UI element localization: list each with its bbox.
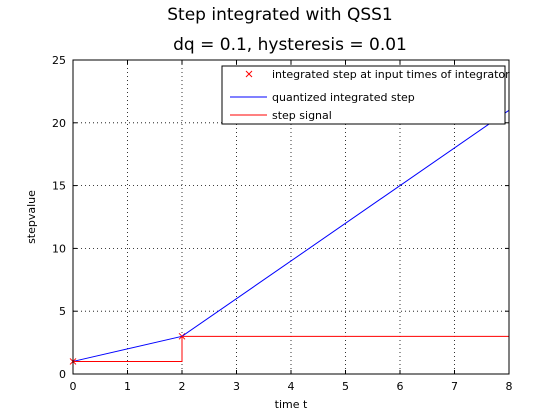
- x-tick-label: 8: [506, 380, 513, 393]
- legend-label-0: integrated step at input times of integr…: [272, 68, 510, 81]
- ticks: 0 1 2 3 4 5 6 7 8 0 5 10 15 20 25: [52, 54, 513, 393]
- x-axis-label: time t: [275, 398, 308, 411]
- x-tick-label: 4: [288, 380, 295, 393]
- y-tick-label: 0: [59, 368, 66, 381]
- legend: integrated step at input times of integr…: [221, 65, 510, 125]
- y-tick-label: 25: [52, 54, 66, 67]
- x-tick-label: 6: [397, 380, 404, 393]
- legend-marker-0: [245, 70, 253, 78]
- legend-label-1: quantized integrated step: [272, 91, 415, 104]
- legend-label-2: step signal: [272, 109, 332, 122]
- legend-box: [221, 65, 506, 125]
- x-tick-label: 3: [233, 380, 240, 393]
- x-tick-label: 7: [451, 380, 458, 393]
- chart-title-line2: dq = 0.1, hysteresis = 0.01: [173, 35, 407, 55]
- x-tick-label: 0: [70, 380, 77, 393]
- y-tick-label: 5: [59, 305, 66, 318]
- y-tick-label: 20: [52, 117, 66, 130]
- x-tick-label: 2: [179, 380, 186, 393]
- y-tick-label: 15: [52, 180, 66, 193]
- x-tick-label: 1: [124, 380, 131, 393]
- x-tick-label: 5: [342, 380, 349, 393]
- y-tick-label: 10: [52, 242, 66, 255]
- series-layer: [69, 109, 510, 365]
- chart-title-line1: Step integrated with QSS1: [167, 5, 393, 25]
- series-line-2: [73, 335, 509, 362]
- y-axis-label: stepvalue: [25, 190, 38, 244]
